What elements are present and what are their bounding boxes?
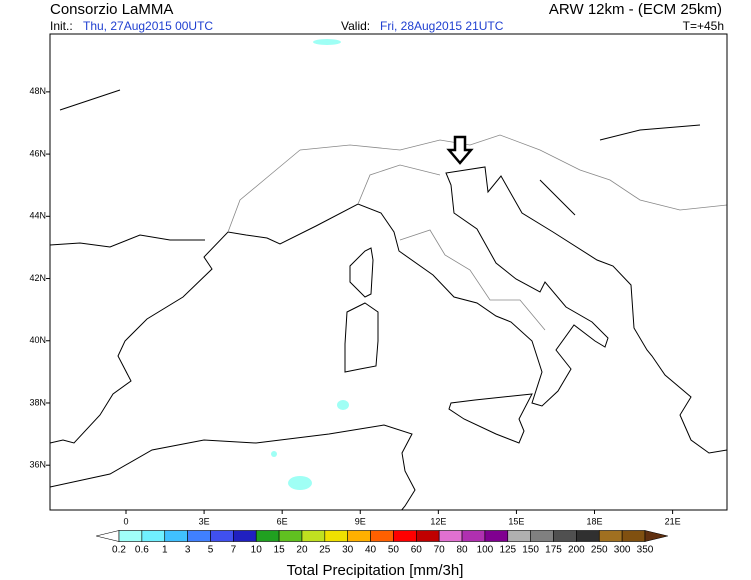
colorbar-label: 3: [185, 545, 191, 556]
colorbar-label: 350: [637, 545, 654, 556]
corsica: [349, 247, 374, 298]
colorbar-swatch: [278, 530, 303, 542]
y-tick-label: 38N: [29, 397, 46, 407]
colorbar-label: 25: [319, 545, 331, 556]
border: [227, 134, 727, 331]
valid-time: Fri, 28Aug2015 21UTC: [380, 19, 504, 33]
colorbar-label: 7: [231, 545, 237, 556]
colorbar-swatch: [598, 530, 623, 542]
x-tick-label: 6E: [277, 516, 288, 526]
colorbar-swatch: [233, 530, 257, 542]
x-tick-label: 18E: [587, 516, 603, 526]
init-label: Init.:: [50, 19, 73, 33]
colorbar-swatch: [393, 530, 417, 542]
colorbar-label: 175: [545, 545, 562, 556]
colorbar-swatch: [507, 530, 531, 542]
colorbar-label: 10: [251, 545, 263, 556]
colorbar-label: 20: [296, 545, 308, 556]
title: Consorzio LaMMA: [50, 1, 173, 18]
colorbar-swatch: [461, 530, 486, 542]
precip-area: [271, 451, 277, 457]
colorbar-swatch: [301, 530, 326, 542]
x-tick-label: 3E: [199, 516, 210, 526]
colorbar-swatch: [164, 530, 188, 542]
colorbar-label: 50: [388, 545, 400, 556]
colorbar-swatch: [141, 530, 166, 542]
model: ARW 12km - (ECM 25km): [549, 1, 722, 18]
x-tick-label: 0: [123, 516, 128, 526]
coastline: [50, 166, 727, 454]
colorbar-label: 70: [434, 545, 446, 556]
y-tick-label: 42N: [29, 273, 46, 283]
colorbar-swatch: [118, 530, 143, 542]
colorbar-swatch: [324, 530, 348, 542]
valid-label: Valid:: [341, 19, 370, 33]
colorbar-swatch: [576, 530, 600, 542]
legend-title: Total Precipitation [mm/3h]: [287, 562, 464, 579]
colorbar-label: 125: [499, 545, 516, 556]
colorbar-swatch: [530, 530, 554, 542]
colorbar-end: [644, 530, 668, 542]
colorbar-label: 250: [591, 545, 608, 556]
colorbar-label: 200: [568, 545, 585, 556]
x-tick-label: 9E: [355, 516, 366, 526]
x-tick-label: 12E: [430, 516, 446, 526]
y-tick-label: 46N: [29, 148, 46, 158]
colorbar-label: 60: [411, 545, 423, 556]
colorbar-label: 0.2: [112, 545, 126, 556]
y-tick-label: 48N: [29, 86, 46, 96]
colorbar-swatch: [347, 530, 371, 542]
precip-area: [313, 39, 341, 45]
colorbar-swatch: [553, 530, 577, 542]
colorbar-swatch: [255, 530, 280, 542]
colorbar-swatch: [370, 530, 394, 542]
y-tick-label: 36N: [29, 460, 46, 470]
sardinia: [344, 302, 379, 373]
map-frame: [49, 33, 728, 511]
colorbar-label: 100: [477, 545, 494, 556]
colorbar-label: 40: [365, 545, 377, 556]
colorbar-swatch: [187, 530, 211, 542]
lead-time: T=+45h: [683, 19, 724, 33]
colorbar-swatch: [621, 530, 646, 542]
precip-area: [288, 476, 312, 490]
colorbar-label: 15: [274, 545, 286, 556]
colorbar-label: 1: [162, 545, 168, 556]
colorbar-swatch: [416, 530, 440, 542]
africa-coast: [50, 424, 416, 510]
precip-area: [337, 400, 349, 410]
colorbar-swatch: [438, 530, 463, 542]
x-tick-label: 21E: [665, 516, 681, 526]
map-area: [49, 33, 728, 511]
colorbar-label: 300: [614, 545, 631, 556]
colorbar-label: 5: [208, 545, 214, 556]
colorbar-label: 30: [342, 545, 354, 556]
colorbar-label: 150: [522, 545, 539, 556]
colorbar-swatch: [484, 530, 509, 542]
y-tick-label: 44N: [29, 211, 46, 221]
colorbar-label: 0.6: [135, 545, 149, 556]
arrow-icon: [446, 135, 474, 165]
sicily: [448, 393, 533, 444]
init-time: Thu, 27Aug2015 00UTC: [83, 19, 213, 33]
colorbar-end: [96, 530, 120, 542]
gulf-coast: [50, 89, 701, 248]
y-tick-label: 40N: [29, 335, 46, 345]
colorbar-swatch: [210, 530, 234, 542]
colorbar-label: 80: [456, 545, 468, 556]
x-tick-label: 15E: [508, 516, 524, 526]
